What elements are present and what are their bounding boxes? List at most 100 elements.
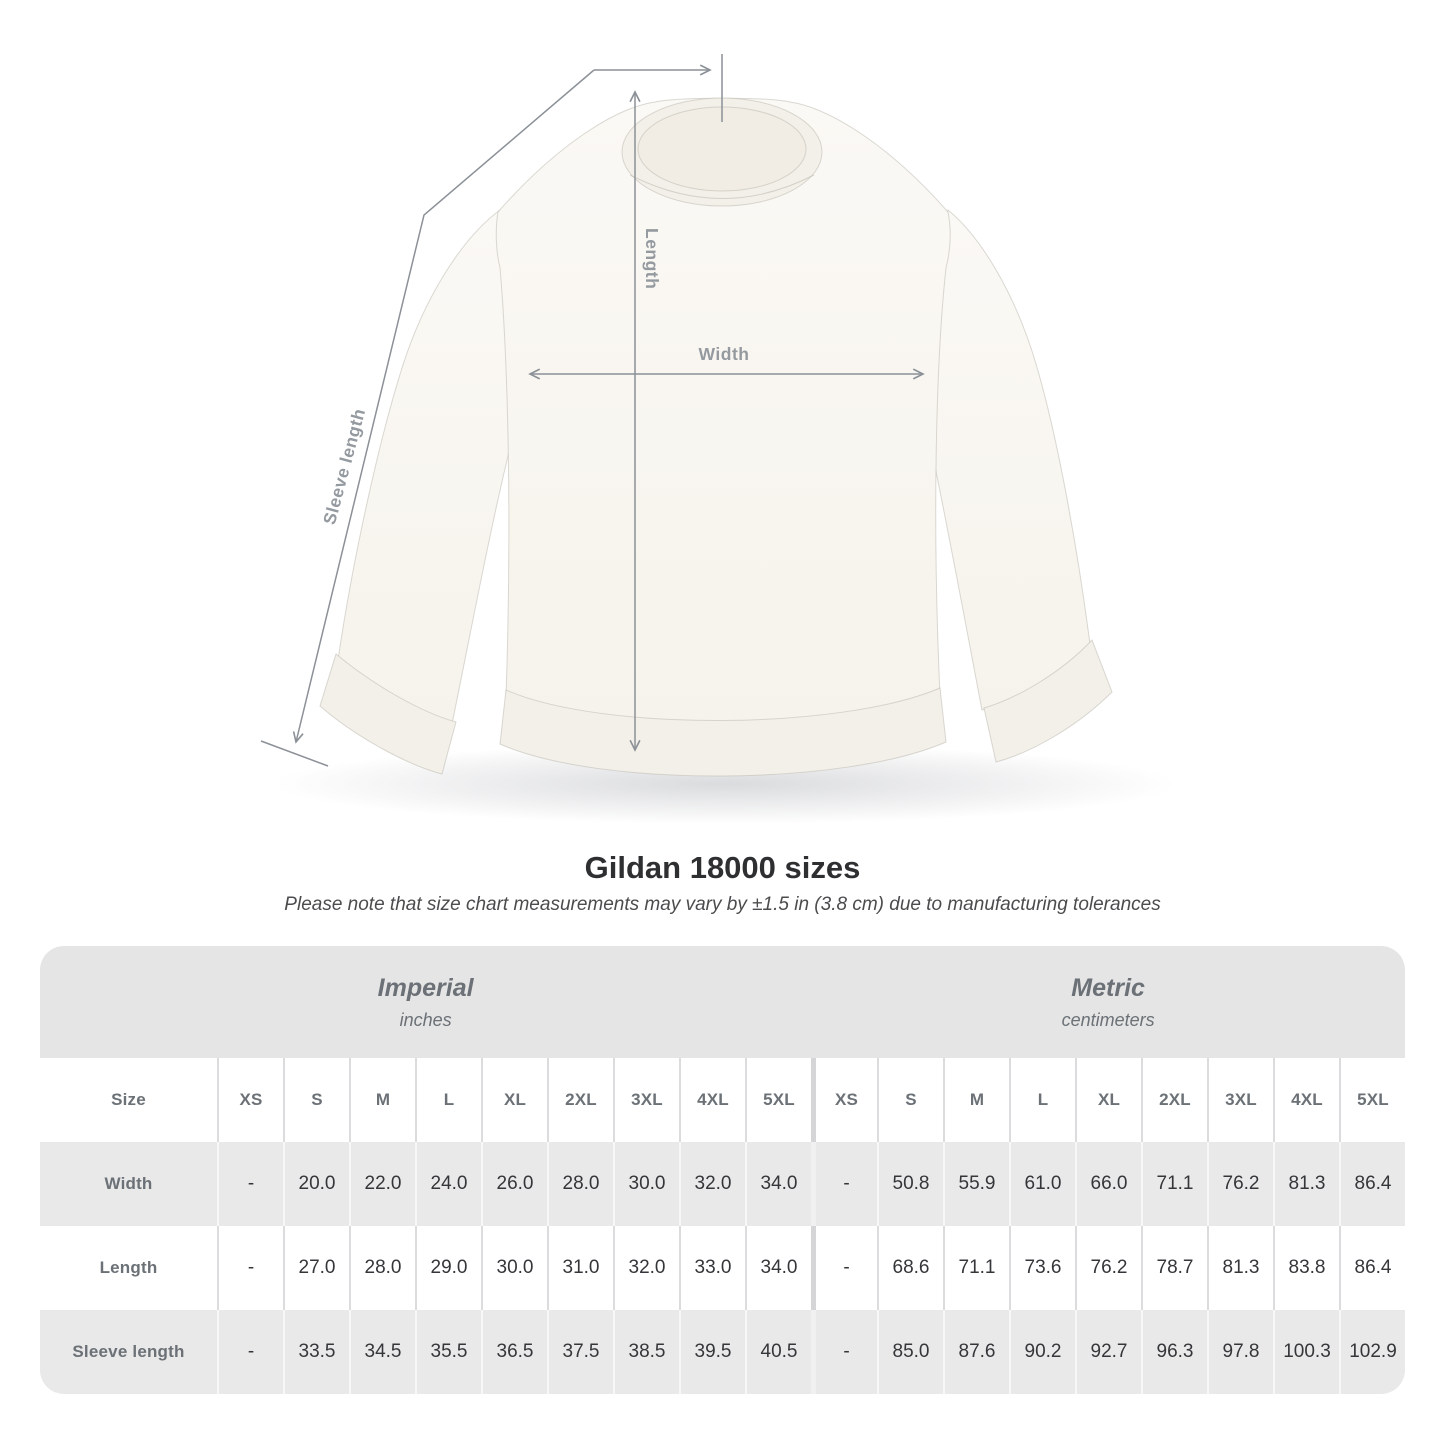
- size-value-cell: 27.0: [283, 1226, 349, 1310]
- row-label: Sleeve length: [40, 1310, 217, 1394]
- column-header-metric: S: [877, 1058, 943, 1142]
- size-value-cell: -: [811, 1142, 877, 1226]
- size-value-cell: -: [811, 1226, 877, 1310]
- metric-unit-label: centimeters: [1061, 1010, 1155, 1030]
- size-value-cell: 85.0: [877, 1310, 943, 1394]
- size-value-cell: -: [217, 1310, 283, 1394]
- size-value-cell: 34.0: [745, 1142, 811, 1226]
- right-cuff: [983, 639, 1113, 763]
- column-header-imperial: 3XL: [613, 1058, 679, 1142]
- size-value-cell: 34.5: [349, 1310, 415, 1394]
- column-header-metric: M: [943, 1058, 1009, 1142]
- size-value-cell: 30.0: [481, 1226, 547, 1310]
- column-header-imperial: 5XL: [745, 1058, 811, 1142]
- size-value-cell: 50.8: [877, 1142, 943, 1226]
- column-header-imperial: 2XL: [547, 1058, 613, 1142]
- cuff-tick: [260, 740, 329, 767]
- size-value-cell: 28.0: [547, 1142, 613, 1226]
- size-value-cell: 90.2: [1009, 1310, 1075, 1394]
- size-value-cell: 87.6: [943, 1310, 1009, 1394]
- size-value-cell: 30.0: [613, 1142, 679, 1226]
- size-value-cell: 81.3: [1207, 1226, 1273, 1310]
- column-header-metric: 4XL: [1273, 1058, 1339, 1142]
- sleeve-length-label: Sleeve length: [319, 406, 369, 526]
- unit-group-header: Imperial inches Metric centimeters: [40, 946, 1405, 1058]
- size-value-cell: 100.3: [1273, 1310, 1339, 1394]
- size-value-cell: 83.8: [1273, 1226, 1339, 1310]
- page-title: Gildan 18000 sizes: [584, 850, 861, 885]
- tolerance-note: Please note that size chart measurements…: [284, 894, 1161, 915]
- size-value-cell: 35.5: [415, 1310, 481, 1394]
- size-value-cell: 20.0: [283, 1142, 349, 1226]
- column-header-imperial: S: [283, 1058, 349, 1142]
- column-header-imperial: XL: [481, 1058, 547, 1142]
- sleeve-length-line: [296, 69, 595, 742]
- column-header-metric: XL: [1075, 1058, 1141, 1142]
- column-header-metric: 5XL: [1339, 1058, 1405, 1142]
- size-value-cell: 76.2: [1207, 1142, 1273, 1226]
- size-value-cell: 31.0: [547, 1226, 613, 1310]
- group-metric: Metric centimeters: [811, 946, 1405, 1058]
- size-value-cell: 81.3: [1273, 1142, 1339, 1226]
- column-header-metric: 2XL: [1141, 1058, 1207, 1142]
- imperial-label: Imperial: [377, 974, 474, 1002]
- size-value-cell: 68.6: [877, 1226, 943, 1310]
- size-value-cell: 40.5: [745, 1310, 811, 1394]
- width-label: Width: [699, 344, 750, 364]
- size-value-cell: 92.7: [1075, 1310, 1141, 1394]
- size-col-header: Size: [40, 1058, 217, 1142]
- size-value-cell: 97.8: [1207, 1310, 1273, 1394]
- size-value-cell: 73.6: [1009, 1226, 1075, 1310]
- length-label: Length: [642, 228, 662, 289]
- size-value-cell: 33.5: [283, 1310, 349, 1394]
- metric-label: Metric: [1071, 974, 1145, 1002]
- size-value-cell: 76.2: [1075, 1226, 1141, 1310]
- size-value-cell: 32.0: [679, 1142, 745, 1226]
- size-value-cell: -: [811, 1310, 877, 1394]
- size-value-cell: 29.0: [415, 1226, 481, 1310]
- size-value-cell: 102.9: [1339, 1310, 1405, 1394]
- size-value-cell: 38.5: [613, 1310, 679, 1394]
- measurement-lines: [260, 54, 923, 767]
- size-value-cell: -: [217, 1226, 283, 1310]
- column-header-metric: 3XL: [1207, 1058, 1273, 1142]
- imperial-unit-label: inches: [399, 1010, 452, 1030]
- size-value-cell: 26.0: [481, 1142, 547, 1226]
- size-grid: Size XS S M L XL 2XL 3XL 4XL 5XL XS S M L XL 2XL 3XL 4XL 5…: [40, 1058, 1405, 1394]
- column-header-metric: L: [1009, 1058, 1075, 1142]
- size-value-cell: 39.5: [679, 1310, 745, 1394]
- size-value-cell: 78.7: [1141, 1226, 1207, 1310]
- size-value-cell: 71.1: [1141, 1142, 1207, 1226]
- size-value-cell: 28.0: [349, 1226, 415, 1310]
- size-value-cell: 86.4: [1339, 1226, 1405, 1310]
- size-value-cell: 66.0: [1075, 1142, 1141, 1226]
- column-header-metric: XS: [811, 1058, 877, 1142]
- size-value-cell: 61.0: [1009, 1142, 1075, 1226]
- size-table: Imperial inches Metric centimeters Size X…: [40, 946, 1405, 1394]
- row-label: Width: [40, 1142, 217, 1226]
- size-value-cell: 55.9: [943, 1142, 1009, 1226]
- size-value-cell: 86.4: [1339, 1142, 1405, 1226]
- size-value-cell: 71.1: [943, 1226, 1009, 1310]
- size-value-cell: -: [217, 1142, 283, 1226]
- column-header-imperial: M: [349, 1058, 415, 1142]
- sweatshirt-illustration: [319, 97, 1113, 777]
- size-value-cell: 33.0: [679, 1226, 745, 1310]
- size-value-cell: 96.3: [1141, 1310, 1207, 1394]
- collar-seam: [629, 174, 815, 199]
- left-cuff: [319, 653, 457, 775]
- ground-shadow: [273, 744, 1177, 824]
- size-value-cell: 34.0: [745, 1226, 811, 1310]
- column-header-imperial: L: [415, 1058, 481, 1142]
- size-value-cell: 36.5: [481, 1310, 547, 1394]
- size-value-cell: 32.0: [613, 1226, 679, 1310]
- size-value-cell: 37.5: [547, 1310, 613, 1394]
- group-imperial: Imperial inches: [40, 946, 811, 1058]
- product-diagram-stage: Length Width Sleeve length: [260, 54, 1177, 824]
- column-header-imperial: XS: [217, 1058, 283, 1142]
- row-label: Length: [40, 1226, 217, 1310]
- sweatshirt-diagram: Length Width Sleeve length: [260, 54, 1177, 824]
- column-header-imperial: 4XL: [679, 1058, 745, 1142]
- size-value-cell: 22.0: [349, 1142, 415, 1226]
- size-value-cell: 24.0: [415, 1142, 481, 1226]
